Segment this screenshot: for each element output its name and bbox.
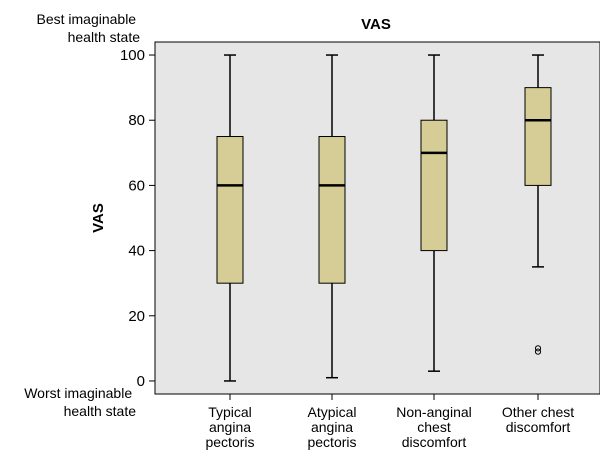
y-tick-label: 20 (128, 308, 145, 325)
x-category-label: Non-anginal chest discomfort (396, 404, 472, 450)
y-tick-label: 40 (128, 243, 145, 260)
iqr-box (420, 119, 448, 252)
x-category-label-line: Other chest (502, 404, 574, 420)
x-category-label-line: Non-anginal (396, 404, 472, 420)
best-state-annotation: Best imaginable health state (36, 11, 140, 45)
best-state-line-2: health state (68, 29, 141, 45)
outlier-point (534, 345, 542, 352)
y-tick-label: 60 (128, 177, 145, 194)
x-category-label-line: Atypical (307, 404, 356, 420)
box-group (524, 54, 552, 355)
x-category-label-line: angina (311, 419, 353, 435)
x-category-label-line: discomfort (402, 434, 467, 450)
y-axis-label: VAS (90, 203, 107, 233)
chart-title: VAS (361, 16, 391, 33)
x-category-label: Other chest discomfort (502, 404, 574, 435)
y-tick-label: 80 (128, 112, 145, 129)
x-category-label-line: discomfort (506, 419, 571, 435)
worst-state-line-2: health state (64, 403, 137, 419)
iqr-box (524, 87, 552, 186)
x-category-label: Typical angina pectoris (205, 404, 254, 450)
x-category-label: Atypical angina pectoris (307, 404, 356, 450)
x-category-label-line: angina (209, 419, 251, 435)
best-state-line-1: Best imaginable (36, 11, 136, 27)
outlier-point (534, 348, 542, 355)
x-category-label-line: chest (417, 419, 451, 435)
worst-state-line-1: Worst imaginable (24, 385, 132, 401)
x-category-label-line: pectoris (205, 434, 254, 450)
y-tick-label: 100 (120, 47, 145, 64)
x-category-label-line: pectoris (307, 434, 356, 450)
x-category-label-line: Typical (208, 404, 252, 420)
iqr-box (216, 136, 244, 284)
box-group (318, 54, 346, 379)
y-tick-label: 0 (137, 373, 145, 390)
iqr-box (318, 136, 346, 284)
box-group (216, 54, 244, 382)
worst-state-annotation: Worst imaginable health state (24, 385, 136, 419)
box-group (420, 54, 448, 372)
